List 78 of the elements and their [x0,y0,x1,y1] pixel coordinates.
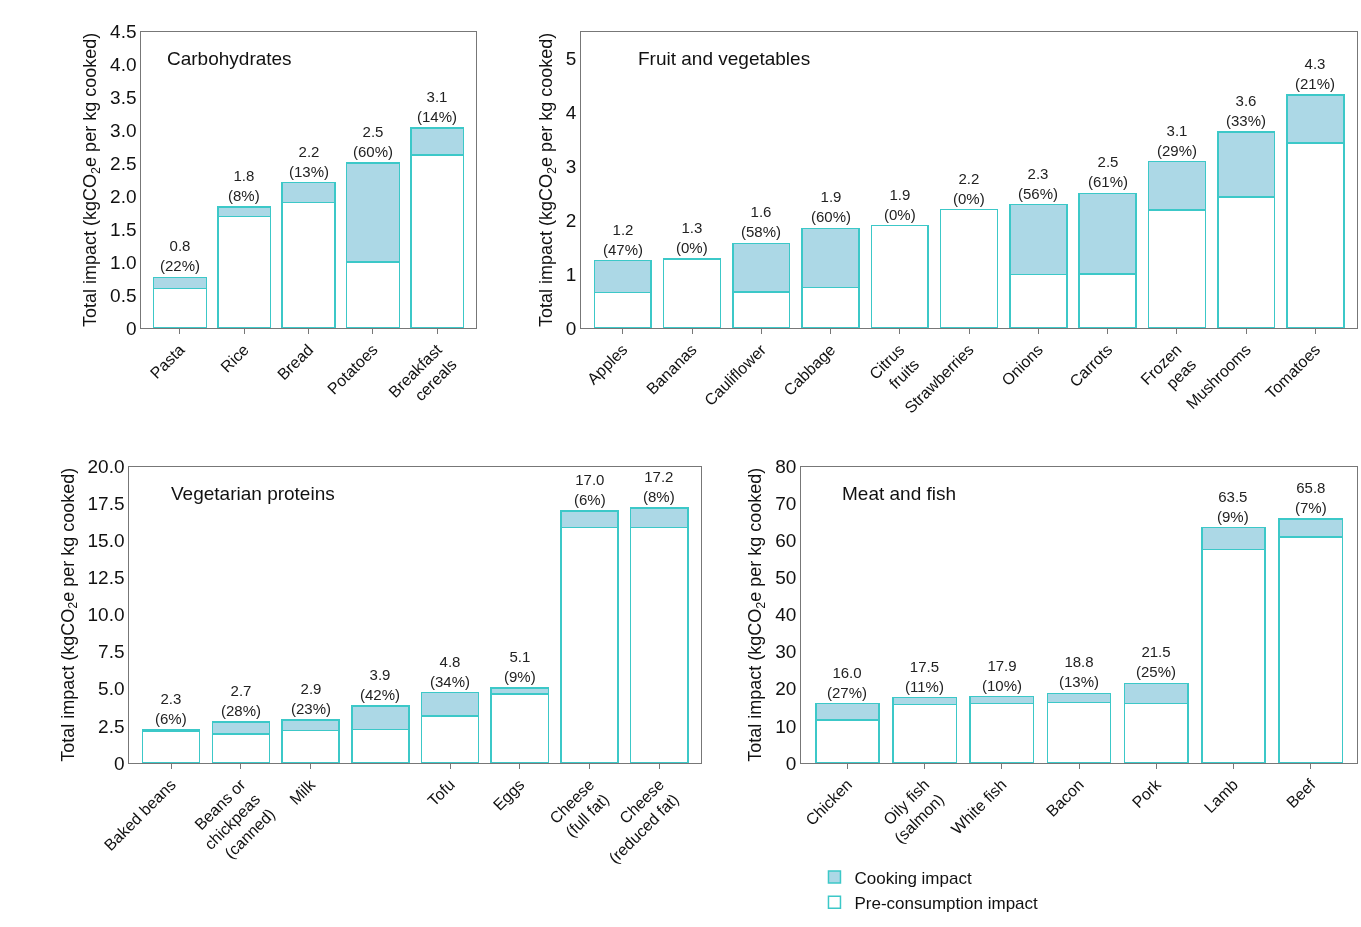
total-label: 1.8 (8%) [228,167,260,204]
y-tick-label: 12.5 [87,567,125,589]
y-tick-label: 1 [565,263,577,285]
y-tick-label: 80 [775,456,797,478]
y-tick-label: 0 [785,752,797,774]
total-label: 17.2 (8%) [643,468,675,505]
y-tick-label: 60 [775,530,797,552]
bar [939,208,999,329]
total-label: 2.9 (23%) [291,680,332,717]
total-label: 1.9 (0%) [884,186,916,223]
total-label: 1.3 (0%) [676,219,708,256]
y-tick-label: 5 [565,48,577,70]
y-tick-label: 3.0 [110,120,137,142]
y-tick-label: 4.5 [110,21,137,43]
total-label: 2.2 (13%) [289,143,330,180]
y-tick-label: 0 [125,317,137,339]
total-label: 4.8 (34%) [430,653,471,690]
y-tick-label: 3.5 [110,87,137,109]
total-label: 2.5 (60%) [353,123,394,160]
total-label: 18.8 (13%) [1059,653,1100,690]
text: Fruit and vegetables [638,48,811,69]
total-label: 2.7 (28%) [221,682,262,719]
total-label: 16.0 (27%) [827,664,868,701]
x-tick-label: Tofu [424,775,458,810]
y-tick-label: 20 [775,678,797,700]
y-tick-label: 10 [775,715,797,737]
total-label: 63.5 (9%) [1217,488,1249,525]
total-label: 65.8 (7%) [1295,479,1327,516]
total-label: 2.5 (61%) [1088,153,1129,190]
y-tick-label: 0 [113,752,125,774]
y-tick-label: 20.0 [87,456,125,478]
bar [141,730,201,763]
y-tick-label: 2.0 [110,185,137,207]
total-label: 1.9 (60%) [811,188,852,225]
total-label: 1.2 (47%) [603,221,644,258]
y-tick-label: 5.0 [98,678,125,700]
x-tick-label: Rice [217,340,253,376]
y-tick-label: 2.5 [98,715,125,737]
bar [870,224,929,329]
bar [662,258,722,329]
text: Carbohydrates [167,48,292,69]
y-tick-label: 70 [775,493,797,515]
total-label: 4.3 (21%) [1295,55,1336,92]
y-tick-label: 30 [775,641,797,663]
text: Vegetarian proteins [171,483,335,504]
y-tick-label: 0 [565,317,577,339]
y-tick-label: 40 [775,604,797,626]
y-tick-label: 1.0 [110,251,137,273]
legend-label: Cooking impact [854,868,972,888]
total-label: 2.3 (6%) [155,690,187,727]
text: Meat and fish [842,483,957,504]
total-label: 3.6 (33%) [1226,92,1267,129]
y-tick-label: 4 [565,102,577,124]
legend-label: Pre-consumption impact [854,893,1039,913]
total-label: 2.3 (56%) [1018,165,1059,202]
total-label: 0.8 (22%) [160,237,201,274]
total-label: 21.5 (25%) [1136,643,1177,680]
total-label: 17.0 (6%) [574,471,606,508]
total-label: 17.5 (11%) [905,658,944,695]
y-tick-label: 10.0 [87,604,125,626]
y-tick-label: 3 [565,156,577,178]
y-tick-label: 50 [775,567,797,589]
total-label: 3.1 (14%) [417,88,458,125]
y-tick-label: 1.5 [110,218,137,240]
total-label: 2.2 (0%) [953,170,985,207]
x-tick-label: Milk [286,775,320,808]
y-tick-label: 2.5 [110,153,137,175]
total-label: 5.1 (9%) [504,648,536,685]
total-label: 3.9 (42%) [360,666,401,703]
y-tick-label: 17.5 [87,493,125,515]
total-label: 3.1 (29%) [1157,122,1198,159]
y-tick-label: 15.0 [87,530,125,552]
y-tick-label: 2 [565,209,577,231]
total-label: 1.6 (58%) [741,203,782,240]
total-label: 17.9 (10%) [982,657,1023,694]
y-tick-label: 4.0 [110,54,137,76]
y-tick-label: 0.5 [110,284,137,306]
y-tick-label: 7.5 [98,641,125,663]
